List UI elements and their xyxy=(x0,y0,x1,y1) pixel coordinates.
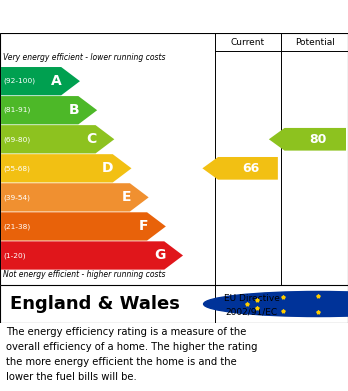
Text: The energy efficiency rating is a measure of the: The energy efficiency rating is a measur… xyxy=(6,327,247,337)
Polygon shape xyxy=(1,96,97,124)
Text: A: A xyxy=(52,74,62,88)
Circle shape xyxy=(204,291,348,317)
Text: (1-20): (1-20) xyxy=(3,252,26,259)
Text: 80: 80 xyxy=(310,133,327,146)
Text: B: B xyxy=(69,103,79,117)
Text: Potential: Potential xyxy=(295,38,334,47)
Polygon shape xyxy=(1,241,183,270)
Text: (55-68): (55-68) xyxy=(3,165,31,172)
Text: 66: 66 xyxy=(242,162,260,175)
Text: Current: Current xyxy=(231,38,265,47)
Text: C: C xyxy=(86,132,96,146)
Text: (69-80): (69-80) xyxy=(3,136,31,143)
Text: G: G xyxy=(154,248,165,262)
Text: (92-100): (92-100) xyxy=(3,78,35,84)
Polygon shape xyxy=(269,128,346,151)
Text: D: D xyxy=(102,161,114,175)
Polygon shape xyxy=(1,125,114,153)
Text: EU Directive: EU Directive xyxy=(224,294,280,303)
Text: (21-38): (21-38) xyxy=(3,223,31,230)
Text: Energy Efficiency Rating: Energy Efficiency Rating xyxy=(10,9,220,24)
Text: (81-91): (81-91) xyxy=(3,107,31,113)
Polygon shape xyxy=(1,183,149,212)
Text: 2002/91/EC: 2002/91/EC xyxy=(226,307,278,316)
Text: (39-54): (39-54) xyxy=(3,194,31,201)
Text: F: F xyxy=(139,219,148,233)
Text: E: E xyxy=(121,190,131,204)
Text: lower the fuel bills will be.: lower the fuel bills will be. xyxy=(6,372,137,382)
Polygon shape xyxy=(1,67,80,95)
Text: England & Wales: England & Wales xyxy=(10,295,180,313)
Text: the more energy efficient the home is and the: the more energy efficient the home is an… xyxy=(6,357,237,367)
Text: Very energy efficient - lower running costs: Very energy efficient - lower running co… xyxy=(3,54,165,63)
Polygon shape xyxy=(203,157,278,179)
Text: Not energy efficient - higher running costs: Not energy efficient - higher running co… xyxy=(3,271,165,280)
Polygon shape xyxy=(1,154,132,183)
Text: overall efficiency of a home. The higher the rating: overall efficiency of a home. The higher… xyxy=(6,342,258,352)
Polygon shape xyxy=(1,212,166,240)
